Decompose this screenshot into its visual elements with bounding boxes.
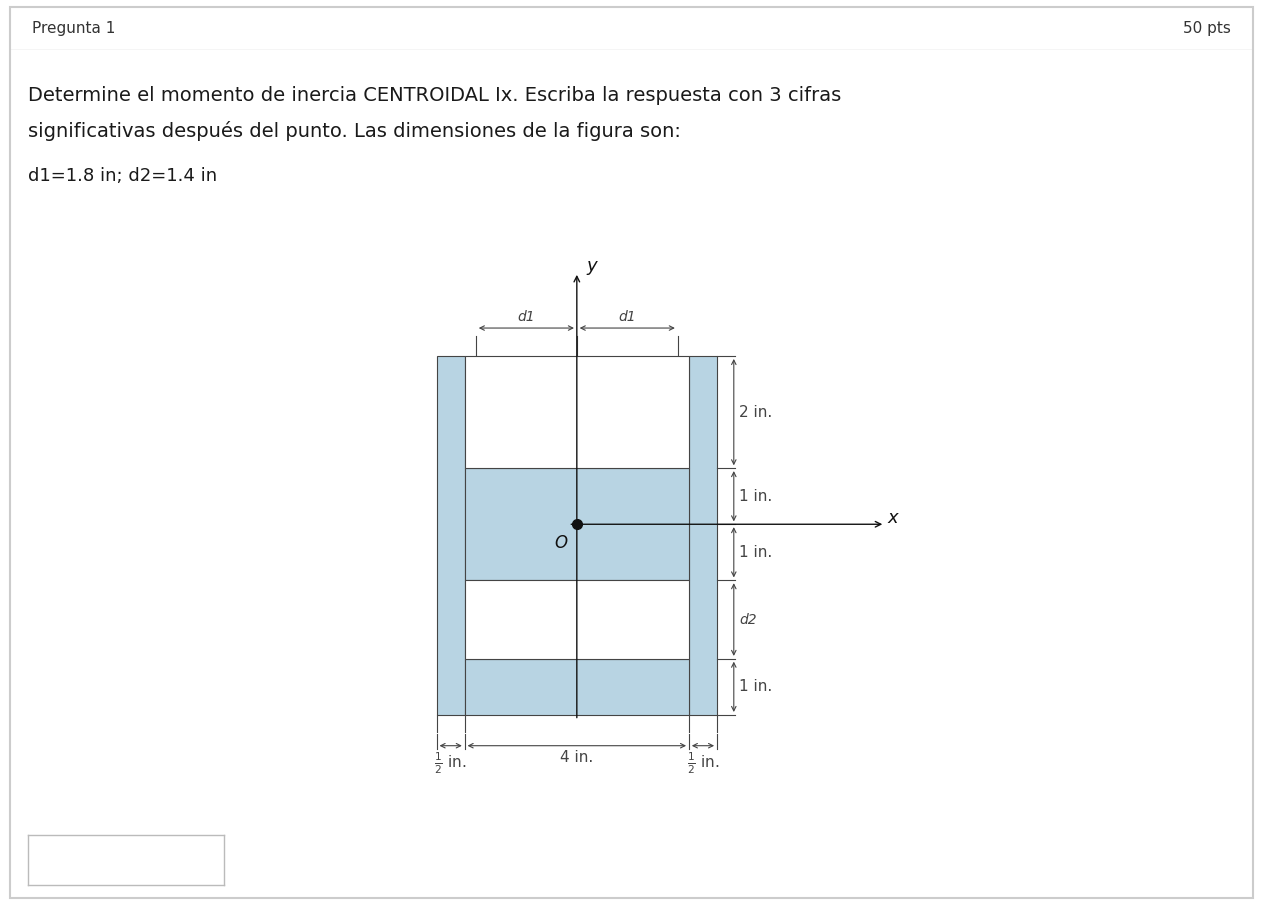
Bar: [688, 356, 717, 715]
Text: O: O: [554, 534, 567, 552]
Text: d1: d1: [619, 310, 637, 324]
Bar: [465, 659, 688, 715]
Text: 1 in.: 1 in.: [739, 680, 773, 694]
Text: 4 in.: 4 in.: [561, 750, 594, 766]
Text: 1 in.: 1 in.: [739, 545, 773, 560]
Text: $\frac{1}{2}$ in.: $\frac{1}{2}$ in.: [687, 750, 720, 776]
Text: d2: d2: [739, 613, 757, 626]
Bar: [465, 356, 688, 468]
Text: 50 pts: 50 pts: [1182, 21, 1230, 36]
Bar: [465, 468, 688, 580]
Bar: [465, 580, 688, 659]
Text: d1=1.8 in; d2=1.4 in: d1=1.8 in; d2=1.4 in: [28, 167, 217, 186]
Text: x: x: [888, 509, 898, 527]
Text: Determine el momento de inercia CENTROIDAL Ix. Escriba la respuesta con 3 cifras: Determine el momento de inercia CENTROID…: [28, 86, 841, 104]
Bar: [437, 356, 465, 715]
Text: y: y: [587, 257, 597, 275]
Text: significativas después del punto. Las dimensiones de la figura son:: significativas después del punto. Las di…: [28, 121, 681, 141]
Text: d1: d1: [518, 310, 536, 324]
Text: Pregunta 1: Pregunta 1: [33, 21, 116, 36]
Text: 1 in.: 1 in.: [739, 489, 773, 504]
Text: $\frac{1}{2}$ in.: $\frac{1}{2}$ in.: [434, 750, 467, 776]
Text: 2 in.: 2 in.: [739, 405, 773, 420]
